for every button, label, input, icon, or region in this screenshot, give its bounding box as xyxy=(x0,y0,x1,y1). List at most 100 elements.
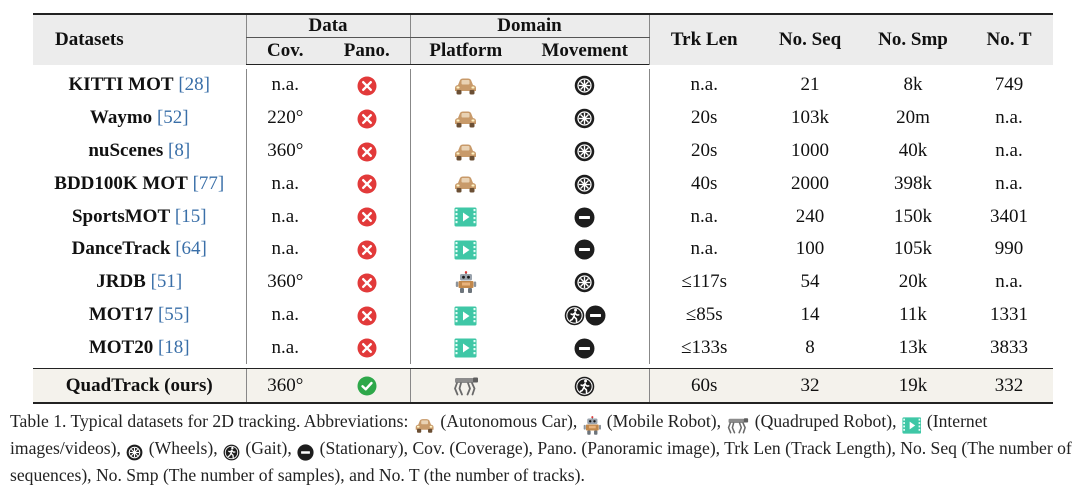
cross-icon xyxy=(357,74,377,96)
cross-icon xyxy=(357,271,377,293)
car-icon xyxy=(453,140,478,161)
pano-cell xyxy=(324,266,410,299)
cov-cell: n.a. xyxy=(245,200,324,233)
table-row: KITTI MOT [28] n.a. n.a. 21 8k 749 xyxy=(33,69,1053,102)
citation-link[interactable]: [55] xyxy=(157,303,190,325)
citation-link[interactable]: [15] xyxy=(174,205,207,227)
dataset-cell: BDD100K MOT [77] xyxy=(33,167,246,200)
trk-len-cell: n.a. xyxy=(648,200,759,233)
header-no-t: No. T xyxy=(965,13,1053,65)
trk-len-cell: 20s xyxy=(648,101,759,135)
robot-icon xyxy=(455,270,477,293)
internet-icon xyxy=(454,304,477,326)
citation-link[interactable]: [51] xyxy=(150,271,183,293)
dataset-name: Waymo xyxy=(89,107,153,129)
trk-len-cell: ≤85s xyxy=(648,298,759,332)
no-seq-cell: 8 xyxy=(805,336,815,358)
dataset-cell: Waymo [52] xyxy=(33,102,246,135)
caption-text-6: (Wheels), xyxy=(144,438,222,458)
dataset-name: nuScenes xyxy=(88,139,164,161)
no-smp-cell: 398k xyxy=(894,172,932,194)
no-seq-cell: 1000 xyxy=(791,139,829,161)
movement-cell xyxy=(521,200,649,233)
movement-cell xyxy=(521,368,649,404)
ours-row: QuadTrack (ours) 360° 60s 32 19k 332 xyxy=(33,368,1053,404)
header-pano: Pano. xyxy=(324,37,410,65)
pano-cell xyxy=(324,331,410,364)
header-cov: Cov. xyxy=(245,37,324,65)
citation-link[interactable]: [64] xyxy=(175,238,207,260)
dataset-name: KITTI MOT xyxy=(68,74,174,96)
no-seq-cell: 14 xyxy=(800,303,820,325)
platform-cell xyxy=(409,368,521,404)
dataset-name: JRDB xyxy=(96,271,146,293)
citation-link[interactable]: [52] xyxy=(156,107,189,129)
car-icon xyxy=(453,74,478,95)
platform-cell xyxy=(409,265,521,299)
header-movement: Movement xyxy=(521,37,649,65)
cov-cell: n.a. xyxy=(245,167,324,201)
platform-cell xyxy=(409,200,521,233)
citation-link[interactable]: [28] xyxy=(178,74,210,96)
no-t-cell: 332 xyxy=(965,368,1053,404)
dataset-cell: DanceTrack [64] xyxy=(33,233,246,266)
cross-icon xyxy=(357,206,377,227)
dataset-cell: MOT20 [18] xyxy=(33,331,246,364)
no-t-cell: 3401 xyxy=(990,205,1028,227)
wheels-icon xyxy=(574,271,595,293)
pano-cell xyxy=(324,233,410,266)
trk-len-cell: 60s xyxy=(648,368,759,404)
platform-cell xyxy=(409,101,521,135)
wheels-icon xyxy=(574,74,595,96)
quadruped-icon xyxy=(726,414,749,434)
cross-icon xyxy=(357,304,377,326)
caption-text-4: (Quadruped Robot), xyxy=(750,411,901,431)
header-no-smp: No. Smp xyxy=(861,13,965,65)
movement-cell xyxy=(521,135,649,168)
pano-cell xyxy=(324,135,410,168)
no-seq-cell: 240 xyxy=(795,205,825,227)
table-caption: Table 1. Typical datasets for 2D trackin… xyxy=(10,409,1076,487)
no-t-cell: 3833 xyxy=(990,336,1028,358)
wheel-icon xyxy=(126,441,143,461)
no-seq-cell: 2000 xyxy=(791,172,829,194)
dataset-name: MOT17 xyxy=(88,303,154,325)
no-seq-cell: 103k xyxy=(791,107,829,129)
cov-cell: n.a. xyxy=(245,69,324,102)
no-smp-cell: 20k xyxy=(898,271,928,293)
citation-link[interactable]: [18] xyxy=(157,336,190,358)
platform-cell xyxy=(409,331,521,365)
caption-text-8: (Stationary), Cov. (Coverage), Pano. (Pa… xyxy=(10,438,1072,485)
pano-cell xyxy=(324,200,410,233)
internet-icon xyxy=(454,206,477,227)
citation-link[interactable]: [8] xyxy=(168,139,191,161)
no-smp-cell: 40k xyxy=(898,139,928,161)
cov-cell: 360° xyxy=(245,265,324,299)
header-trk-len: Trk Len xyxy=(648,13,759,65)
quadruped-icon xyxy=(452,375,479,396)
stationary-icon xyxy=(574,337,595,359)
no-smp-cell: 19k xyxy=(861,368,965,404)
cross-icon xyxy=(357,140,377,162)
table-row: JRDB [51] 360° ≤117s 54 20k n.a. xyxy=(33,265,1053,299)
no-seq-cell: 54 xyxy=(800,271,820,293)
gait-icon xyxy=(223,441,240,461)
gait-icon xyxy=(574,375,595,396)
car-icon xyxy=(453,173,478,194)
dataset-name: BDD100K MOT xyxy=(54,172,188,194)
cov-cell: 360° xyxy=(245,134,324,168)
trk-len-cell: 20s xyxy=(648,134,759,168)
no-smp-cell: 13k xyxy=(898,336,928,358)
caption-text-5: (Internet images/videos), xyxy=(10,411,988,458)
pano-cell xyxy=(324,299,410,332)
no-seq-cell: 21 xyxy=(800,74,820,96)
check-icon xyxy=(357,375,377,396)
no-t-cell: n.a. xyxy=(995,107,1023,129)
caption-text-1: Table 1. Typical datasets for 2D trackin… xyxy=(10,411,413,431)
wheels-icon xyxy=(574,140,595,162)
no-smp-cell: 8k xyxy=(903,74,923,96)
dataset-cell: JRDB [51] xyxy=(33,266,246,299)
citation-link[interactable]: [77] xyxy=(192,172,225,194)
no-t-cell: 749 xyxy=(994,74,1024,96)
trk-len-cell: ≤117s xyxy=(648,265,759,299)
